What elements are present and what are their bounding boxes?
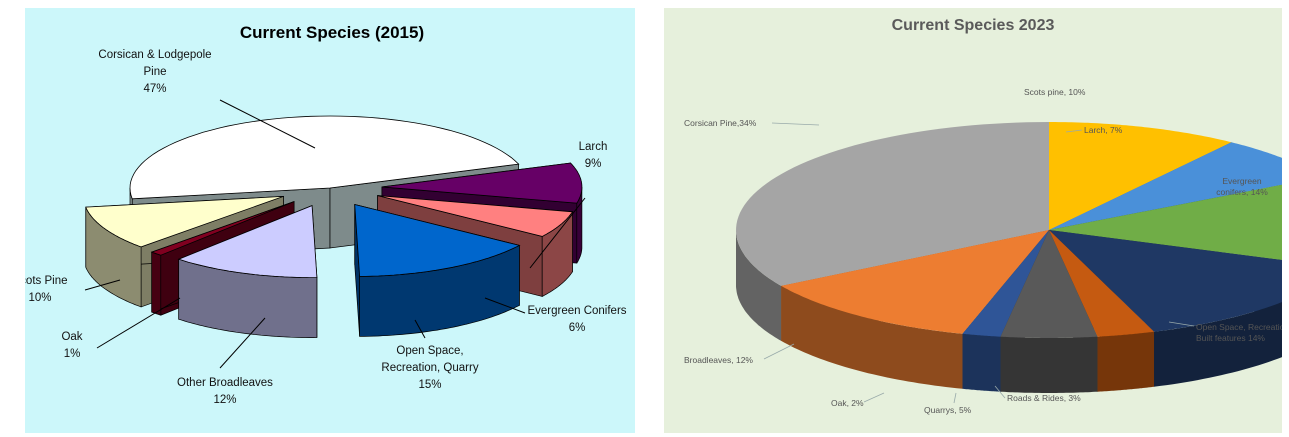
- data-label-other-broadleaves: Other Broadleaves 12%: [177, 377, 273, 406]
- leader-line-evergreen-conifers: [484, 297, 526, 314]
- data-label-corsican-pine: Corsican Pine,34%: [684, 118, 757, 128]
- data-label-larch: Larch 9%: [579, 141, 608, 170]
- chart-2023: Current Species 2023 Scots pine, 10% Larc…: [684, 17, 1282, 415]
- chart-2015-title: Current Species (2015): [240, 23, 424, 42]
- data-label-quarrys: Quarrys, 5%: [924, 405, 972, 415]
- slice-side-broadleaves: [781, 285, 963, 389]
- data-label-oak: Oak 1%: [61, 331, 82, 360]
- slice-top-corsican-pine: [736, 122, 1049, 286]
- slice-top-roads-rides: [1049, 230, 1154, 337]
- slice-top-other-broadleaves: [177, 204, 318, 278]
- data-label-evergreen-conifers: Evergreen Conifers 6%: [527, 305, 626, 334]
- slice-top-open-space-recreation-built-features: [1049, 230, 1282, 332]
- slice-top-larch: [1049, 142, 1282, 230]
- data-label-open-space-recreation-built-features: Open Space, Recreation, Built features 14…: [1196, 322, 1282, 343]
- leader-line-quarrys: [953, 392, 957, 404]
- leader-line-roads-rides: [994, 385, 1006, 399]
- data-label-evergreen-conifers: Evergreen conifers, 14%: [1216, 176, 1268, 197]
- data-label-open-space-recreation-quarry: Open Space, Recreation, Quarry 15%: [381, 345, 478, 391]
- data-label-broadleaves: Broadleaves, 12%: [684, 355, 753, 365]
- slice-top-scots-pine: [85, 195, 284, 248]
- slice-top-oak: [150, 201, 295, 256]
- leader-line-broadleaves: [763, 343, 795, 360]
- slice-top-evergreen-conifers: [377, 195, 574, 237]
- slice-top-evergreen-conifers: [1049, 184, 1282, 261]
- slice-side-roads-rides: [1097, 331, 1154, 392]
- slice-top-open-space-recreation-quarry: [354, 203, 521, 277]
- slice-top-broadleaves: [781, 230, 1049, 334]
- chart-2023-panel: Current Species 2023 Scots pine, 10% Larc…: [664, 8, 1282, 433]
- slice-top-larch: [381, 162, 583, 204]
- leader-line-larch: [1065, 129, 1083, 133]
- slice-top-oak: [962, 230, 1049, 337]
- data-label-larch: Larch, 7%: [1084, 125, 1123, 135]
- chart-2015-panel: Current Species (2015) Corsican & Lodgep…: [25, 8, 635, 433]
- chart-2023-title: Current Species 2023: [892, 17, 1055, 34]
- leader-line-oak: [96, 297, 181, 349]
- leader-line-larch: [529, 197, 586, 269]
- data-label-roads-rides: Roads & Rides, 3%: [1007, 393, 1081, 403]
- chart-2015: Current Species (2015) Corsican & Lodgep…: [25, 23, 627, 406]
- leader-line-open-space-recreation-built-features: [1168, 321, 1195, 327]
- data-label-scots-pine: Scots pine, 10%: [1024, 87, 1086, 97]
- slice-side-quarrys: [1000, 336, 1098, 393]
- leader-line-scots-pine: [84, 279, 121, 291]
- slice-side-open-space-recreation-built-features: [1154, 302, 1282, 387]
- leader-line-oak: [863, 392, 885, 403]
- leader-line-open-space-recreation-quarry: [414, 319, 426, 339]
- slice-top-scots-pine: [1049, 122, 1232, 230]
- slice-top-quarrys: [1000, 230, 1098, 338]
- leader-line-corsican-lodgepole-pine: [219, 99, 316, 149]
- data-label-corsican-lodgepole-pine: Corsican & Lodgepole Pine 47%: [98, 49, 211, 95]
- data-label-oak: Oak, 2%: [831, 398, 864, 408]
- leader-line-corsican-pine: [771, 122, 820, 126]
- slice-side-oak: [962, 333, 1001, 392]
- slice-top-corsican-lodgepole-pine: [129, 115, 520, 200]
- slice-side-corsican-pine: [736, 230, 782, 341]
- leader-line-other-broadleaves: [219, 317, 266, 369]
- slice-side-oak: [151, 251, 162, 316]
